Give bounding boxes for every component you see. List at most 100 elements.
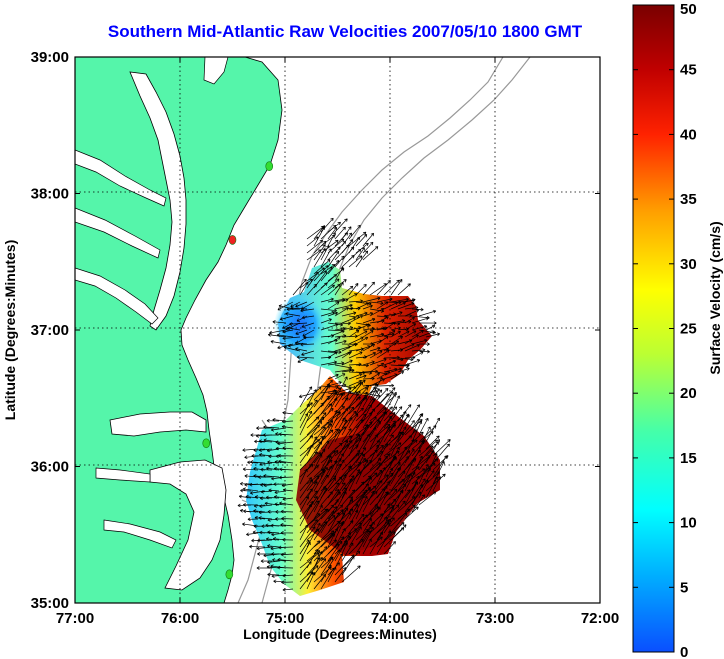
- velocity-arrow: [278, 459, 294, 464]
- velocity-arrow: [411, 484, 424, 506]
- velocity-arrow: [404, 459, 415, 478]
- velocity-arrow: [397, 367, 410, 373]
- velocity-arrow: [369, 457, 382, 471]
- velocity-arrow: [341, 478, 353, 499]
- velocity-arrow: [320, 520, 340, 541]
- x-axis-ticks: 77:00 76:00 75:00 74:00 73:00 72:00: [56, 57, 619, 627]
- velocity-arrow: [242, 487, 259, 492]
- velocity-arrow: [383, 527, 405, 548]
- velocity-arrow: [299, 541, 311, 562]
- velocity-arrow: [376, 518, 392, 541]
- velocity-arrow: [292, 278, 307, 296]
- velocity-arrow: [281, 483, 294, 488]
- velocity-arrow: [246, 532, 259, 537]
- velocity-arrow: [277, 565, 294, 570]
- velocity-arrow: [301, 322, 315, 329]
- velocity-arrow: [362, 360, 375, 366]
- colorbar-tick-label: 10: [680, 515, 697, 532]
- velocity-arrow: [362, 420, 382, 443]
- velocity-arrow: [327, 311, 338, 317]
- x-tick-label: 74:00: [371, 610, 409, 627]
- velocity-arrow: [390, 426, 407, 450]
- velocity-arrow: [397, 496, 416, 513]
- velocity-arrow: [404, 471, 416, 492]
- rappahannock-river: [75, 207, 161, 259]
- velocity-arrow: [411, 338, 428, 345]
- chesapeake-bay: [129, 71, 187, 331]
- velocity-arrow: [404, 506, 419, 520]
- velocity-arrow: [425, 435, 440, 450]
- velocity-arrow: [418, 450, 435, 471]
- velocity-arrow: [258, 448, 273, 452]
- velocity-arrow: [390, 395, 401, 415]
- velocity-arrow: [313, 426, 326, 443]
- velocity-arrow: [341, 285, 354, 296]
- velocity-arrow: [404, 334, 419, 345]
- velocity-arrow: [313, 487, 328, 513]
- velocity-arrow: [313, 385, 331, 408]
- velocity-arrow: [259, 530, 273, 535]
- velocity-arrow: [411, 351, 424, 359]
- velocity-arrow: [279, 475, 294, 480]
- velocity-arrow: [369, 469, 383, 485]
- y-axis-label: Latitude (Degrees:Minutes): [2, 240, 18, 420]
- velocity-arrow: [341, 293, 358, 303]
- velocity-arrow: [362, 440, 381, 457]
- velocity-arrow: [432, 439, 451, 457]
- velocity-arrow: [299, 565, 319, 583]
- velocity-arrow: [397, 343, 415, 352]
- velocity-arrow: [404, 481, 419, 506]
- velocity-arrow: [362, 390, 378, 415]
- velocity-arrow: [334, 226, 346, 240]
- velocity-arrow: [267, 333, 287, 338]
- velocity-arrow: [355, 489, 368, 513]
- velocity-arrow: [383, 412, 396, 429]
- velocity-arrow: [355, 387, 369, 401]
- velocity-arrow: [313, 468, 325, 485]
- velocity-arrow: [369, 362, 385, 373]
- velocity-arrow: [327, 260, 340, 275]
- velocity-arrow: [334, 407, 348, 429]
- velocity-arrow: [362, 398, 376, 422]
- velocity-arrow: [254, 495, 266, 499]
- velocity-arrow: [376, 297, 393, 303]
- y-axis-ticks: 39:00 38:00 37:00 36:00 35:00: [31, 49, 600, 612]
- velocity-arrow: [362, 427, 377, 450]
- velocity-arrow: [299, 488, 313, 506]
- velocity-arrow: [274, 502, 287, 507]
- velocity-arrow: [327, 476, 343, 492]
- velocity-arrow: [274, 495, 287, 499]
- velocity-arrow: [411, 307, 424, 312]
- velocity-arrow: [327, 301, 340, 310]
- velocity-arrow: [376, 387, 396, 408]
- velocity-arrow: [250, 460, 266, 464]
- velocity-arrow: [327, 482, 340, 499]
- velocity-arrow: [355, 250, 369, 268]
- velocity-arrow: [425, 324, 436, 331]
- velocity-arrow: [341, 255, 355, 268]
- velocity-arrow: [273, 579, 287, 584]
- velocity-arrow: [383, 330, 396, 338]
- velocity-arrow: [397, 413, 410, 436]
- velocity-arrow: [263, 474, 280, 478]
- velocity-arrow: [320, 420, 334, 436]
- velocity-arrow: [362, 451, 384, 471]
- velocity-arrow: [320, 455, 332, 478]
- velocity-arrow: [369, 358, 387, 366]
- velocity-arrow: [355, 323, 370, 331]
- velocity-arrow: [334, 373, 346, 380]
- velocity-arrow: [320, 491, 333, 506]
- velocity-arrow: [369, 455, 388, 478]
- velocity-arrow: [240, 488, 252, 493]
- velocity-arrow: [390, 330, 401, 338]
- velocity-arrow: [418, 342, 430, 346]
- velocity-arrow: [411, 494, 425, 513]
- velocity-arrow: [425, 332, 440, 338]
- colorbar-tick-label: 5: [680, 579, 688, 596]
- velocity-arrow: [327, 361, 345, 366]
- velocity-arrow: [313, 574, 326, 590]
- velocity-arrow: [362, 281, 375, 296]
- velocity-arrow: [320, 391, 338, 415]
- velocity-arrow: [320, 407, 334, 422]
- velocity-arrow: [341, 565, 361, 583]
